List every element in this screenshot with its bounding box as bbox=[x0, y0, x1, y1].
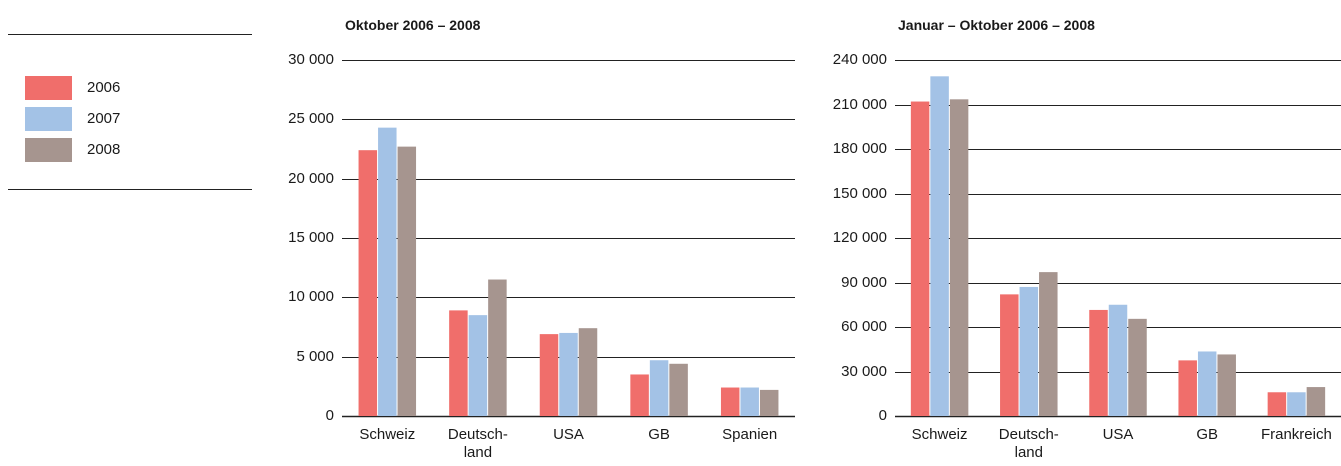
bar bbox=[1108, 304, 1128, 416]
y-tick-label: 180 000 bbox=[832, 140, 887, 157]
bar bbox=[488, 279, 507, 416]
bar bbox=[1019, 286, 1039, 416]
y-tick-label: 10 000 bbox=[288, 288, 334, 306]
y-tick-label: 150 000 bbox=[832, 184, 887, 202]
bar bbox=[1128, 318, 1147, 416]
legend-swatch bbox=[25, 76, 72, 100]
bar bbox=[378, 127, 397, 416]
bar bbox=[1306, 387, 1326, 416]
x-tick-label: USA bbox=[1102, 426, 1134, 443]
bar bbox=[630, 374, 649, 416]
y-tick-label: 210 000 bbox=[832, 95, 887, 113]
bar bbox=[1000, 294, 1019, 416]
bar bbox=[578, 328, 598, 416]
y-tick-label: 5 000 bbox=[296, 347, 334, 365]
x-tick-label: Deutsch- land bbox=[447, 426, 508, 461]
x-tick-label: Schweiz bbox=[911, 426, 968, 443]
y-tick-label: 240 000 bbox=[832, 51, 887, 68]
y-tick-label: 0 bbox=[325, 407, 334, 424]
y-tick-label: 15 000 bbox=[288, 229, 334, 246]
bar bbox=[539, 334, 559, 416]
legend-label: 2007 bbox=[87, 110, 121, 127]
bar bbox=[358, 150, 378, 417]
legend-label: 2006 bbox=[87, 79, 121, 96]
bar bbox=[1039, 272, 1058, 416]
bar bbox=[720, 387, 740, 416]
bar bbox=[1089, 309, 1108, 416]
legend-swatch bbox=[25, 138, 72, 162]
x-tick-label: Spanien bbox=[722, 426, 778, 443]
y-tick-label: 0 bbox=[878, 407, 887, 424]
y-tick-label: 60 000 bbox=[841, 318, 887, 335]
x-tick-label: Deutsch- land bbox=[998, 426, 1059, 461]
bar bbox=[669, 363, 688, 416]
y-tick-label: 25 000 bbox=[288, 110, 334, 128]
bar bbox=[1267, 392, 1287, 416]
y-tick-label: 30 000 bbox=[841, 362, 887, 380]
legend-swatch bbox=[25, 107, 72, 131]
bar bbox=[1217, 354, 1236, 416]
bar bbox=[759, 389, 779, 416]
x-tick-label: Frankreich bbox=[1260, 426, 1332, 443]
y-tick-label: 20 000 bbox=[288, 169, 334, 187]
chart-title: Oktober 2006 – 2008 bbox=[345, 17, 481, 33]
chart-title: Januar – Oktober 2006 – 2008 bbox=[898, 17, 1095, 33]
bar bbox=[930, 76, 949, 417]
legend-label: 2008 bbox=[87, 141, 121, 158]
bar bbox=[949, 99, 969, 416]
x-tick-label: GB bbox=[1196, 426, 1219, 443]
bar bbox=[1197, 351, 1217, 416]
bar bbox=[449, 310, 468, 416]
bar bbox=[649, 360, 669, 416]
bar bbox=[910, 101, 930, 417]
bar bbox=[1178, 360, 1197, 416]
y-tick-label: 30 000 bbox=[288, 51, 334, 68]
x-tick-label: Schweiz bbox=[359, 426, 416, 443]
bar bbox=[468, 315, 488, 416]
bar bbox=[1287, 392, 1306, 416]
bar bbox=[740, 387, 759, 416]
bar bbox=[559, 332, 578, 416]
x-tick-label: GB bbox=[648, 426, 670, 443]
bar bbox=[397, 146, 417, 417]
y-tick-label: 90 000 bbox=[841, 273, 887, 291]
x-tick-label: USA bbox=[553, 426, 584, 443]
y-tick-label: 120 000 bbox=[832, 229, 887, 246]
